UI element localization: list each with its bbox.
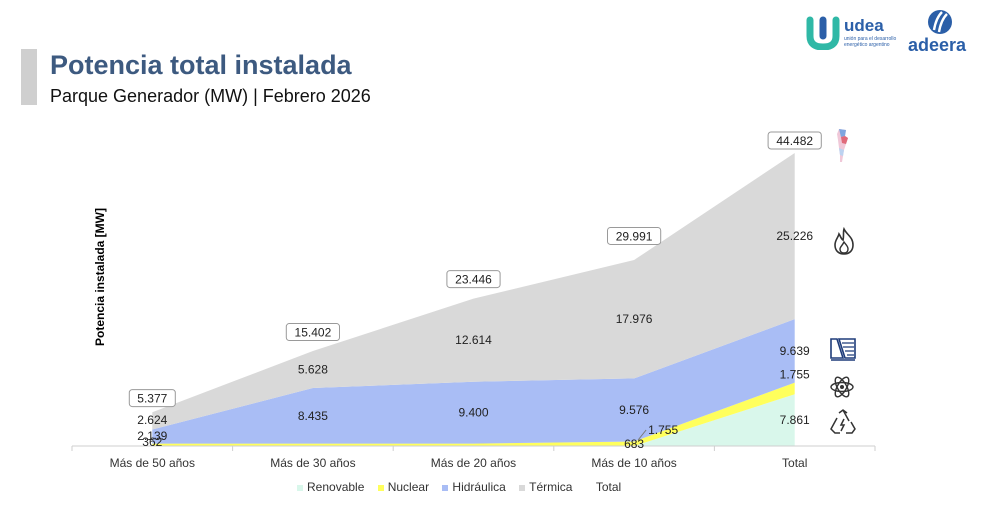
legend-item-nuclear: Nuclear [377, 480, 429, 494]
page-title: Potencia total instalada [50, 50, 352, 80]
chart-legend: Renovable Nuclear Hidráulica Térmica Tot… [297, 480, 631, 494]
recycle-icon [830, 409, 856, 434]
data-label: 9.639 [780, 344, 810, 358]
legend-item-total: Total [595, 480, 622, 494]
total-label: 5.377 [137, 392, 167, 406]
data-label: 5.628 [298, 363, 328, 377]
udea-logo-icon [806, 16, 840, 50]
data-label: 12.614 [455, 333, 492, 347]
data-label: 2.139 [137, 429, 167, 443]
annotation-label: 1.755 [648, 423, 678, 437]
legend-item-hidraulica: Hidráulica [442, 480, 506, 494]
x-tick-label: Más de 10 años [591, 456, 676, 470]
total-label: 23.446 [455, 273, 492, 287]
total-label: 44.482 [776, 134, 813, 148]
x-tick-label: Más de 20 años [431, 456, 516, 470]
x-tick-label: Más de 30 años [270, 456, 355, 470]
legend-item-termica: Térmica [519, 480, 572, 494]
x-tick-label: Más de 50 años [110, 456, 195, 470]
atom-icon [830, 376, 854, 398]
data-label: 9.576 [619, 403, 649, 417]
data-label: 17.976 [616, 312, 653, 326]
udea-logo-name: udea [844, 16, 884, 35]
total-label: 15.402 [295, 326, 332, 340]
udea-logo-tagline: unión para el desarrollo energético arge… [844, 36, 897, 48]
title-accent-bar [21, 49, 37, 105]
total-label-box [446, 270, 501, 289]
legend-item-renovable: Renovable [297, 480, 364, 494]
adeera-logo-name: adeera [908, 35, 967, 55]
data-label: 1.755 [780, 368, 810, 382]
udea-logo: udea unión para el desarrollo energético… [806, 14, 906, 54]
area-hidráulica [152, 319, 795, 444]
data-label: 362 [142, 435, 162, 449]
data-label: 7.861 [780, 413, 810, 427]
data-label: 2.624 [137, 413, 167, 427]
dam-icon [830, 338, 856, 361]
data-label: 9.400 [458, 406, 488, 420]
total-label-box [128, 389, 176, 408]
argentina-map-icon [837, 129, 848, 162]
adeera-logo: adeera [908, 8, 974, 55]
total-label-box [607, 226, 662, 245]
flame-icon [834, 226, 854, 255]
total-label-box [285, 323, 340, 342]
data-label: 8.435 [298, 409, 328, 423]
x-tick-label: Total [782, 456, 807, 470]
annotation-leader [637, 429, 647, 441]
data-label: 683 [624, 437, 644, 451]
total-label: 29.991 [616, 229, 653, 243]
page-subtitle: Parque Generador (MW) | Febrero 2026 [50, 86, 371, 106]
area-térmica [152, 153, 795, 430]
data-label: 25.226 [776, 229, 813, 243]
total-label-box [767, 131, 822, 150]
adeera-logo-icon [928, 10, 952, 34]
area-renovable [152, 394, 795, 446]
